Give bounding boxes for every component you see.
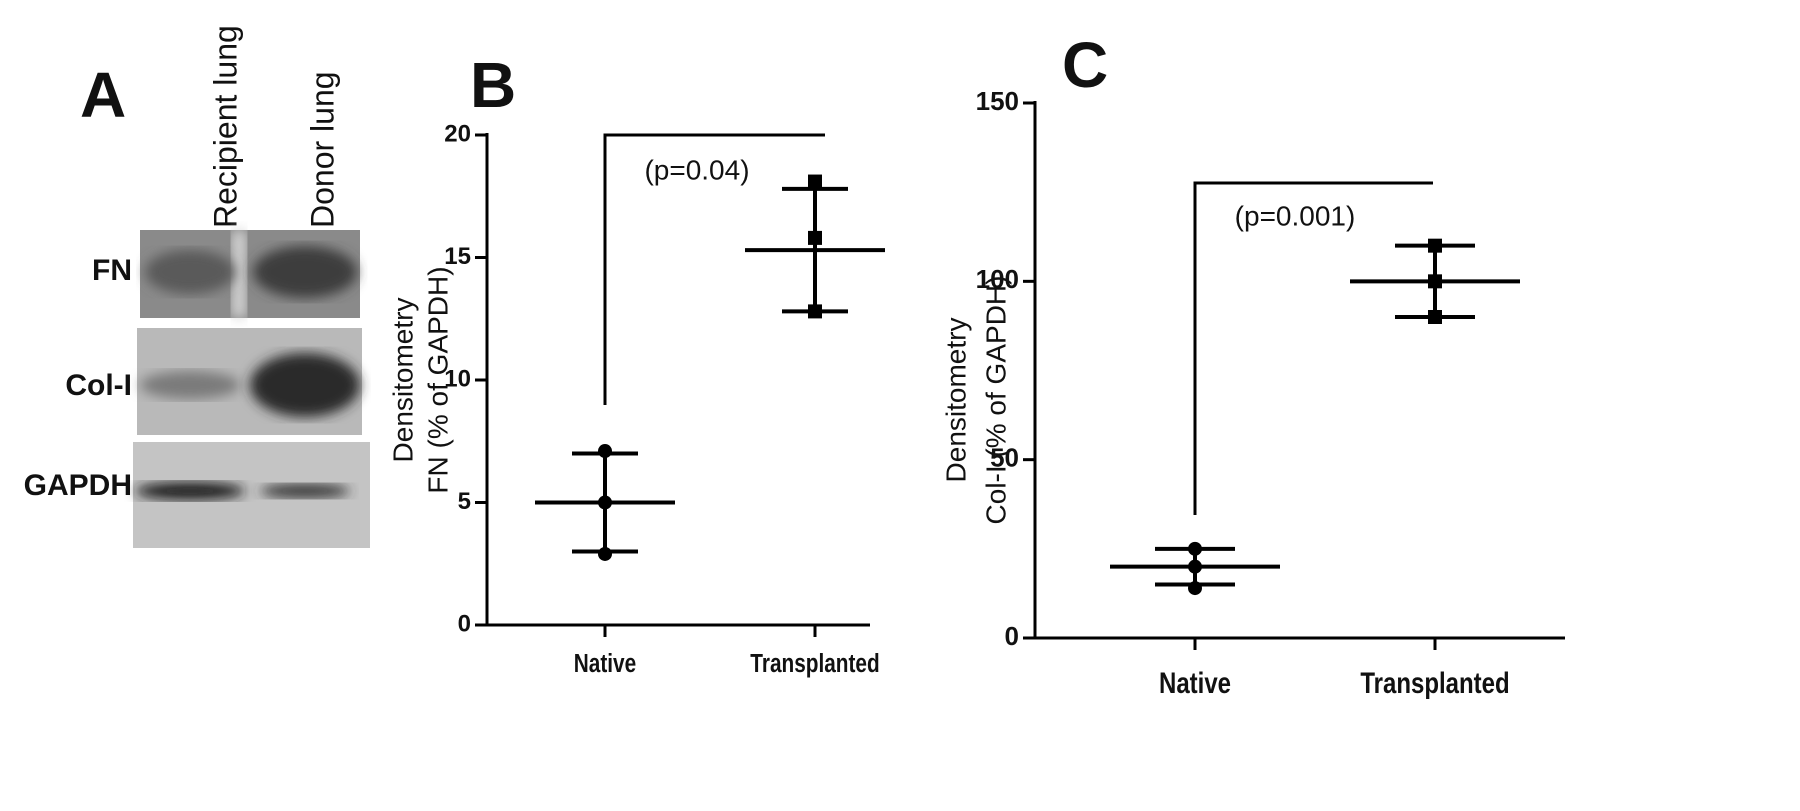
panel-letter: B: [470, 49, 516, 121]
data-point: [808, 304, 822, 319]
y-tick-label: 0: [458, 610, 471, 637]
y-axis-label: FN (% of GAPDH): [422, 266, 453, 493]
data-point: [598, 546, 612, 561]
panel-letter: A: [80, 59, 126, 131]
data-point: [598, 495, 612, 510]
data-point: [1188, 541, 1202, 556]
data-point: [1428, 238, 1442, 253]
band-label: Col-I: [65, 369, 132, 402]
data-point: [598, 444, 612, 459]
lane-label: Recipient lung: [207, 25, 243, 228]
y-axis-label: Densitometry: [940, 318, 971, 483]
band-label: FN: [92, 254, 132, 287]
y-tick-label: 50: [990, 443, 1019, 473]
data-point: [808, 174, 822, 189]
data-point: [1188, 581, 1202, 596]
y-tick-label: 15: [444, 243, 471, 270]
lane-label: Donor lung: [304, 71, 340, 228]
x-tick-label: Transplanted: [750, 649, 879, 678]
y-axis-label: Col-I (% of GAPDH): [980, 276, 1011, 525]
data-point: [808, 230, 822, 245]
y-tick-label: 150: [976, 86, 1019, 116]
y-axis-label: Densitometry: [387, 298, 418, 463]
y-tick-label: 0: [1005, 621, 1019, 651]
y-tick-label: 10: [444, 365, 471, 392]
y-tick-label: 5: [458, 488, 471, 515]
x-tick-label: Native: [574, 649, 636, 678]
y-tick-label: 100: [976, 264, 1019, 294]
p-value: (p=0.001): [1235, 200, 1356, 231]
significance-bracket: [1193, 181, 1433, 515]
significance-bracket: [603, 133, 825, 405]
data-point: [1188, 559, 1202, 574]
panel-letter: C: [1062, 29, 1108, 101]
data-point: [1428, 310, 1442, 324]
x-tick-label: Transplanted: [1360, 665, 1509, 699]
data-point: [1428, 274, 1442, 289]
band-label: GAPDH: [24, 469, 132, 502]
x-tick-label: Native: [1159, 665, 1231, 699]
y-tick-label: 20: [444, 120, 471, 147]
blot-image: [133, 230, 370, 548]
p-value: (p=0.04): [644, 154, 749, 185]
